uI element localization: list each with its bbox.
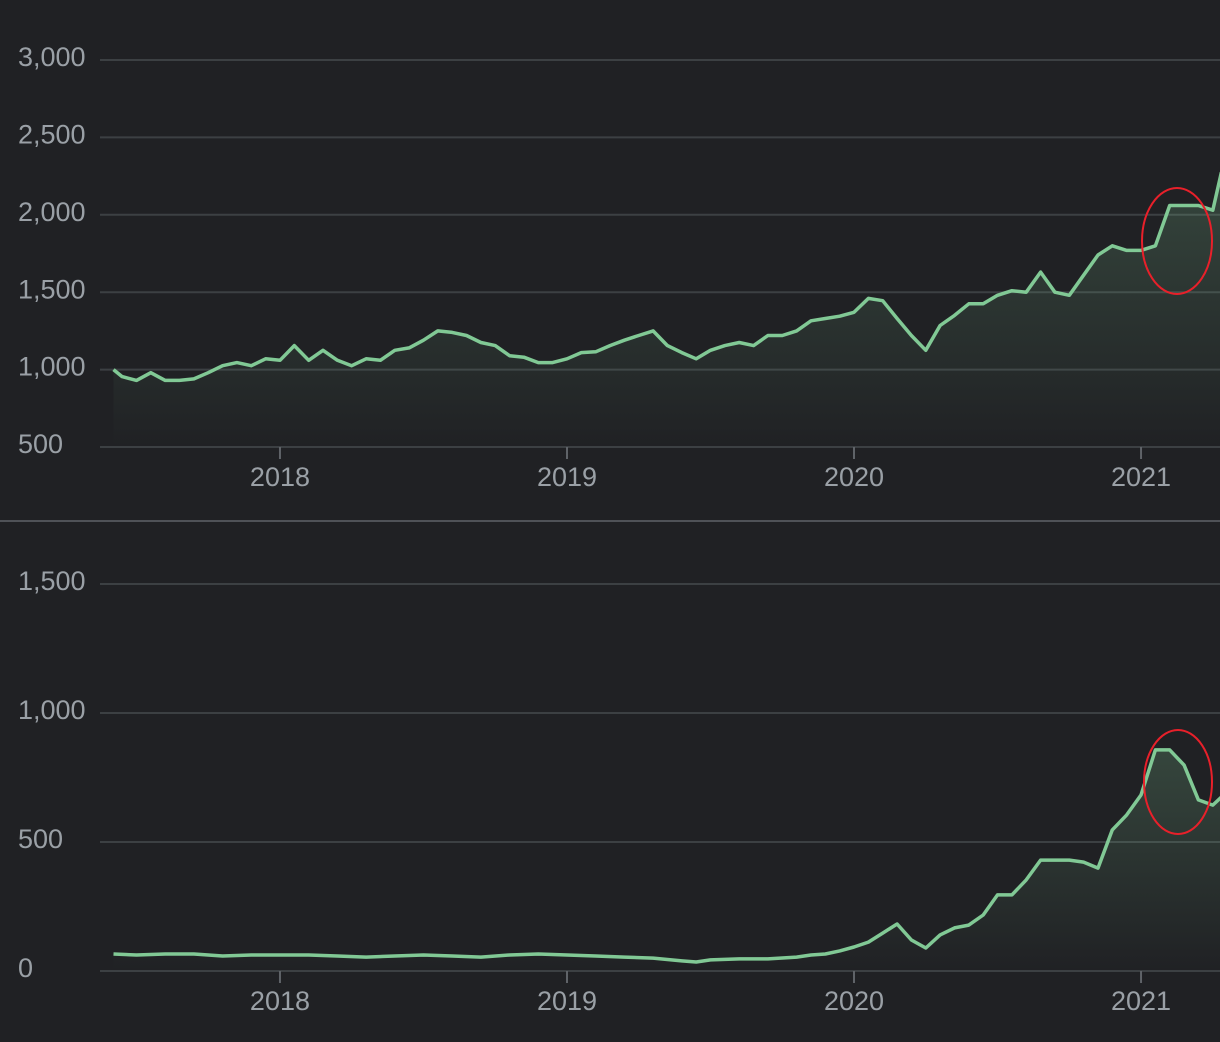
x-tick-label: 2019 xyxy=(537,986,597,1016)
y-tick-label: 1,000 xyxy=(18,352,86,382)
line xyxy=(113,748,1220,964)
x-tick-label: 2020 xyxy=(824,462,884,492)
x-tick-label: 2021 xyxy=(1111,986,1171,1016)
y-tick-label: 0 xyxy=(18,953,33,983)
x-tick-label: 2018 xyxy=(250,462,310,492)
area xyxy=(113,749,1220,971)
x-tick-label: 2021 xyxy=(1111,462,1171,492)
x-tick-label: 2020 xyxy=(824,986,884,1016)
y-tick-label: 2,000 xyxy=(18,197,86,227)
y-tick-label: 1,000 xyxy=(18,695,86,725)
line xyxy=(112,171,1220,383)
plots: 500 1,000 1,500 2,000 2,500 3,000 2018 2019 2020… xyxy=(18,42,1220,1016)
y-tick-label: 3,000 xyxy=(18,42,86,72)
highlight-circle xyxy=(1143,729,1213,835)
highlight-circle xyxy=(1141,187,1213,295)
y-tick-label: 1,500 xyxy=(18,566,86,596)
y-tick-label: 1,500 xyxy=(18,274,86,304)
x-tick-label: 2019 xyxy=(537,462,597,492)
y-tick-label: 500 xyxy=(18,824,63,854)
area xyxy=(113,178,1220,447)
y-tick-label: 500 xyxy=(18,429,63,459)
y-tick-label: 2,500 xyxy=(18,120,86,150)
x-tick-label: 2018 xyxy=(250,986,310,1016)
